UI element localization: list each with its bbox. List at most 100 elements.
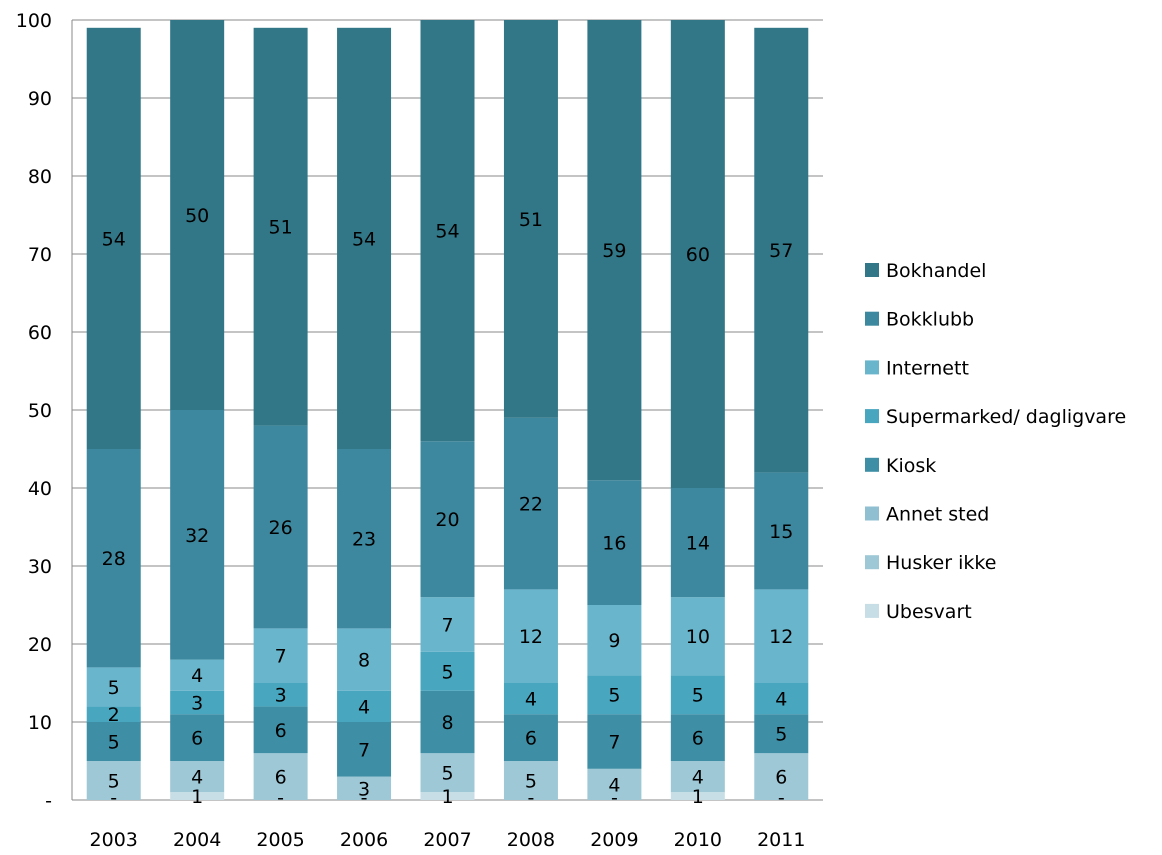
- bar-segment: [587, 480, 642, 605]
- data-label: 54: [352, 228, 376, 250]
- y-tick-label: 60: [28, 322, 52, 344]
- y-tick-label: 90: [28, 88, 52, 110]
- data-label: 1: [441, 786, 453, 808]
- bar-segment: [253, 27, 308, 426]
- legend-item: Internett: [865, 357, 969, 379]
- bar-segment: [420, 597, 475, 652]
- legend-item: Supermarked/ dagligvare: [865, 406, 1126, 428]
- legend-label: Supermarked/ dagligvare: [886, 406, 1126, 428]
- bar-segment: [420, 792, 475, 800]
- data-label: 60: [686, 244, 710, 266]
- data-label: 16: [602, 533, 626, 555]
- bar-segment: [86, 449, 141, 668]
- data-label: 7: [275, 646, 287, 668]
- bar-segment: [754, 714, 809, 754]
- bar-segment: [420, 651, 475, 691]
- data-label: -: [778, 787, 785, 809]
- bar-segment: [170, 714, 225, 761]
- data-label: 5: [441, 661, 453, 683]
- legend-item: Bokklubb: [865, 309, 974, 331]
- y-tick-label: 20: [28, 634, 52, 656]
- y-tick-label: 40: [28, 478, 52, 500]
- data-label: 4: [191, 767, 203, 789]
- bar-segment: [754, 472, 809, 590]
- bar-segment: [420, 753, 475, 793]
- data-label: 6: [275, 767, 287, 789]
- bar-segment: [337, 27, 392, 450]
- bar-segment: [170, 690, 225, 715]
- legend-swatch: [865, 457, 879, 472]
- data-label: -: [611, 787, 618, 809]
- bar-segment: [86, 761, 141, 800]
- data-label: 6: [525, 728, 537, 750]
- bar-segment: [670, 792, 725, 800]
- bars: [86, 20, 809, 800]
- legend-label: Husker ikke: [886, 552, 996, 574]
- bar-segment: [503, 417, 558, 590]
- data-label: 6: [191, 728, 203, 750]
- legend-label: Annet sted: [886, 504, 989, 526]
- bar-segment: [503, 761, 558, 800]
- legend-swatch: [865, 409, 879, 424]
- data-label: 5: [525, 771, 537, 793]
- data-label: 5: [608, 685, 620, 707]
- legend-swatch: [865, 360, 879, 375]
- legend-item: Husker ikke: [865, 552, 996, 574]
- bar-segment: [503, 589, 558, 683]
- data-label: 51: [519, 209, 543, 231]
- data-label: 5: [775, 724, 787, 746]
- data-label: 7: [358, 739, 370, 761]
- bar-segment: [170, 410, 225, 660]
- legend-swatch: [865, 263, 879, 277]
- bar-segment: [337, 776, 392, 800]
- data-label: 10: [686, 626, 710, 648]
- bar-segment: [86, 722, 141, 761]
- bar-segment: [587, 714, 642, 769]
- y-tick-label: 100: [16, 10, 52, 32]
- bar-segment: [253, 425, 308, 629]
- bar-segment: [420, 20, 475, 442]
- bar-segment: [86, 706, 141, 722]
- bar-segment: [587, 675, 642, 715]
- bar-segment: [337, 449, 392, 629]
- data-label: 5: [441, 763, 453, 785]
- data-label: 4: [358, 696, 370, 718]
- legend-swatch: [865, 603, 879, 618]
- bar-segment: [253, 683, 308, 707]
- data-label: 4: [775, 689, 787, 711]
- legend-swatch: [865, 506, 879, 521]
- data-label: 4: [692, 767, 704, 789]
- bar-segment: [503, 714, 558, 761]
- bar-segment: [670, 488, 725, 598]
- legend-label: Bokklubb: [886, 309, 974, 331]
- x-tick-label: 2006: [340, 829, 388, 851]
- legend-item: Ubesvart: [865, 601, 972, 623]
- data-label: 5: [692, 685, 704, 707]
- legend-swatch: [865, 555, 879, 570]
- data-label: 59: [602, 240, 626, 262]
- data-label: 23: [352, 529, 376, 551]
- data-label: 12: [769, 626, 793, 648]
- data-label: 7: [608, 732, 620, 754]
- data-label: 1: [191, 786, 203, 808]
- data-label: 54: [435, 221, 459, 243]
- data-label: 6: [775, 767, 787, 789]
- bar-segment: [587, 768, 642, 800]
- y-tick-label: 70: [28, 244, 52, 266]
- bar-segment: [503, 683, 558, 715]
- y-tick-label: 80: [28, 166, 52, 188]
- y-tick-label: 50: [28, 400, 52, 422]
- data-label: 4: [191, 665, 203, 687]
- data-label: 51: [269, 217, 293, 239]
- bar-segment: [170, 20, 225, 410]
- legend-label: Ubesvart: [886, 601, 972, 623]
- data-label: 8: [358, 650, 370, 672]
- legend-label: Internett: [886, 357, 969, 379]
- bar-segment: [587, 20, 642, 481]
- bar-segment: [253, 753, 308, 800]
- data-label: -: [277, 787, 284, 809]
- x-tick-label: 2010: [674, 829, 722, 851]
- bar-segment: [420, 441, 475, 598]
- bar-segment: [420, 690, 475, 754]
- data-label: 26: [269, 517, 293, 539]
